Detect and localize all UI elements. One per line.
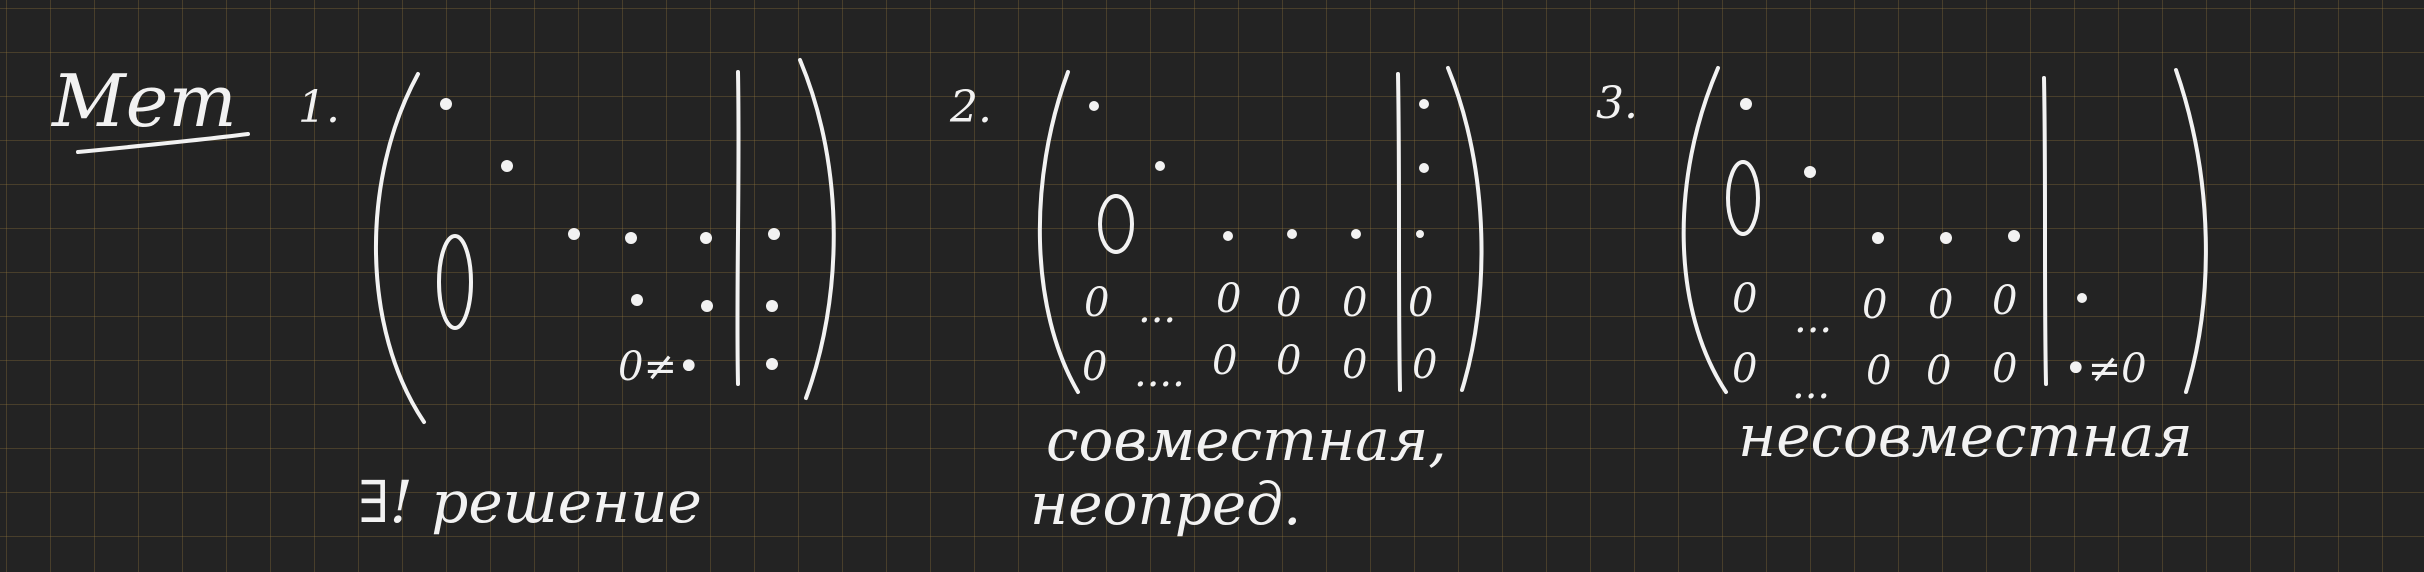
matrix-3-augment-bar [2042,76,2048,386]
item-2-number: 2. [949,82,992,133]
matrix-2-dot [1223,231,1233,241]
matrix-2-zero: 0 [1412,342,1437,388]
matrix-1-lower-zero [437,234,473,330]
matrix-3-right-paren [2174,68,2208,394]
matrix-3-zero: 0 [1928,282,1953,328]
matrix-1: 1. 0≠• ∃! решение [298,58,836,536]
matrix-2-zero: 0 [1276,338,1301,384]
matrix-1-dot [625,232,637,244]
matrix-2-dot [1416,230,1424,238]
matrix-3-zero: 0 [1732,276,1757,322]
matrix-3-zero: 0 [1992,346,2017,392]
matrix-3-dot [1804,166,1816,178]
matrix-2-dot [1155,161,1165,171]
matrix-3: 3. 0 ... 0 0 0 0 ... 0 0 0 •≠0 несовмест… [1596,66,2208,470]
matrix-3-zero: 0 [1732,346,1757,392]
item-2-caption-line1: совместная, [1046,406,1447,474]
matrix-1-dot [440,98,452,110]
matrix-2-zero: 0 [1342,342,1367,388]
item-3-number: 3. [1596,78,1638,129]
matrix-2-zero: 0 [1082,344,1107,390]
page-title: Мет [50,59,237,143]
matrix-2-right-paren [1446,66,1484,392]
matrix-2-zero: 0 [1084,280,1109,326]
matrix-2-augment-bar [1396,72,1402,392]
matrix-3-zero: 0 [1862,282,1887,328]
matrix-3-left-paren [1681,66,1728,394]
item-1-number: 1. [298,82,340,133]
matrix-3-dot [1940,232,1952,244]
matrix-3-zero: 0 [1926,348,1951,394]
matrix-3-last-row-ineq: •≠0 [2064,346,2147,392]
matrix-2-dot [1419,99,1429,109]
matrix-1-dot [766,300,778,312]
matrix-2-left-paren [1037,70,1080,394]
matrix-1-dot [700,232,712,244]
matrix-2-dot [1089,101,1099,111]
item-3-caption: несовместная [1738,402,2193,470]
matrix-1-dot [768,228,780,240]
matrix-1-left-paren [374,72,426,424]
matrix-2-dot [1419,163,1429,173]
matrix-2-zero: 0 [1276,280,1301,326]
matrix-1-dot [501,160,513,172]
matrix-1-dot [568,228,580,240]
matrix-2-dot [1351,229,1361,239]
matrix-2-dot [1287,229,1297,239]
matrix-2-zero: 0 [1212,338,1237,384]
matrix-2-ellipsis: ... [1138,286,1176,332]
matrix-2: 2. 0 ... 0 0 0 0 0 .... 0 0 0 0 совместн… [949,66,1484,538]
title-group: Мет [50,59,250,154]
matrix-1-last-row-ineq: 0≠• [618,344,701,390]
matrix-3-dot [1740,98,1752,110]
matrix-1-right-paren [798,58,836,400]
item-2-caption-line2: неопред. [1030,470,1301,538]
matrix-2-lower-zero [1098,194,1134,254]
matrix-3-dot [1872,232,1884,244]
matrix-2-zero: 0 [1216,276,1241,322]
matrix-1-dot [701,300,713,312]
matrix-2-ellipsis: .... [1134,350,1185,396]
matrix-1-augment-bar [735,70,741,386]
title-underline [76,132,250,154]
matrix-3-zero: 0 [1866,348,1891,394]
matrix-3-ellipsis: ... [1794,296,1832,342]
matrix-3-dot [2077,293,2087,303]
item-1-caption: ∃! решение [358,468,702,536]
matrix-2-zero: 0 [1408,280,1433,326]
matrix-2-zero: 0 [1342,280,1367,326]
matrix-3-lower-zero [1726,160,1760,236]
matrix-1-dot [766,358,778,370]
matrix-1-dot [631,294,643,306]
matrix-3-dot [2008,230,2020,242]
matrix-3-zero: 0 [1992,278,2017,324]
matrix-3-ellipsis: ... [1792,362,1830,408]
